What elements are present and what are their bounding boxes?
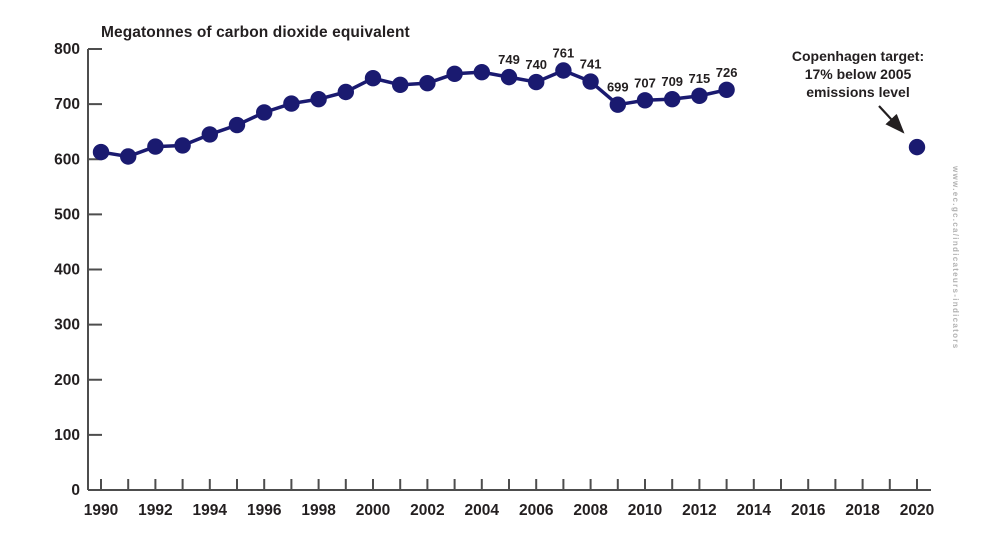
x-tick-label: 2014 <box>737 502 772 519</box>
x-tick-label: 2006 <box>519 502 554 519</box>
x-tick-label: 1990 <box>84 502 118 519</box>
x-tick-label: 2010 <box>628 502 662 519</box>
y-tick-label: 200 <box>54 372 80 389</box>
copenhagen-target-annotation: Copenhagen target: 17% below 2005 emissi… <box>774 47 942 101</box>
x-tick-label: 2002 <box>410 502 444 519</box>
data-point <box>337 83 354 101</box>
point-label: 707 <box>634 75 656 90</box>
x-tick-label: 1998 <box>301 502 336 519</box>
point-label: 715 <box>689 71 711 86</box>
data-point <box>718 81 735 98</box>
y-tick-label: 400 <box>54 262 80 279</box>
annotation-arrow <box>878 105 905 134</box>
data-point <box>473 63 490 81</box>
data-point <box>364 70 382 87</box>
data-point <box>256 104 273 121</box>
x-tick-label: 1996 <box>247 502 282 519</box>
point-label: 709 <box>661 74 683 89</box>
data-point <box>147 138 164 155</box>
point-label: 741 <box>580 57 602 72</box>
data-point <box>283 95 300 112</box>
data-point <box>120 148 137 165</box>
data-point <box>500 68 518 86</box>
chart-title: Megatonnes of carbon dioxide equivalent <box>101 24 410 41</box>
point-label: 749 <box>498 52 520 67</box>
x-tick-label: 2004 <box>465 502 500 519</box>
annotation-line-2: 17% below 2005 <box>804 66 912 82</box>
y-tick-label: 800 <box>54 41 80 58</box>
data-point <box>419 74 436 92</box>
x-tick-label: 2000 <box>356 502 390 519</box>
data-point <box>228 116 246 134</box>
x-tick-label: 1994 <box>193 502 228 519</box>
point-label: 699 <box>607 80 629 95</box>
y-tick-label: 600 <box>54 151 80 168</box>
annotation-line-3: emissions level <box>806 84 910 100</box>
x-tick-label: 2016 <box>791 502 826 519</box>
y-tick-label: 700 <box>54 96 80 113</box>
watermark-url: www.ec.gc.ca/indicateurs-indicators <box>951 166 960 350</box>
data-point <box>392 76 409 94</box>
data-point <box>664 90 681 108</box>
point-label: 726 <box>716 65 738 80</box>
x-tick-label: 2020 <box>900 502 934 519</box>
y-tick-label: 0 <box>71 482 80 499</box>
data-point <box>528 73 545 91</box>
target-point <box>908 138 926 156</box>
data-point <box>446 65 463 83</box>
x-tick-label: 2012 <box>682 502 716 519</box>
data-point <box>555 62 572 79</box>
data-point <box>691 87 708 105</box>
y-tick-label: 500 <box>54 206 80 223</box>
data-point <box>174 137 191 154</box>
x-tick-label: 1992 <box>138 502 172 519</box>
point-label: 740 <box>525 57 547 72</box>
data-point <box>609 96 626 113</box>
x-tick-label: 2008 <box>573 502 608 519</box>
x-tick-label: 2018 <box>845 502 880 519</box>
y-tick-label: 300 <box>54 317 80 334</box>
data-point <box>201 126 218 143</box>
annotation-line-1: Copenhagen target: <box>791 48 925 64</box>
data-point <box>636 92 654 109</box>
data-point <box>92 143 110 161</box>
point-label: 761 <box>553 45 575 60</box>
emissions-line <box>100 68 727 159</box>
data-point <box>582 73 599 90</box>
y-tick-label: 100 <box>54 427 80 444</box>
data-point <box>310 90 327 108</box>
